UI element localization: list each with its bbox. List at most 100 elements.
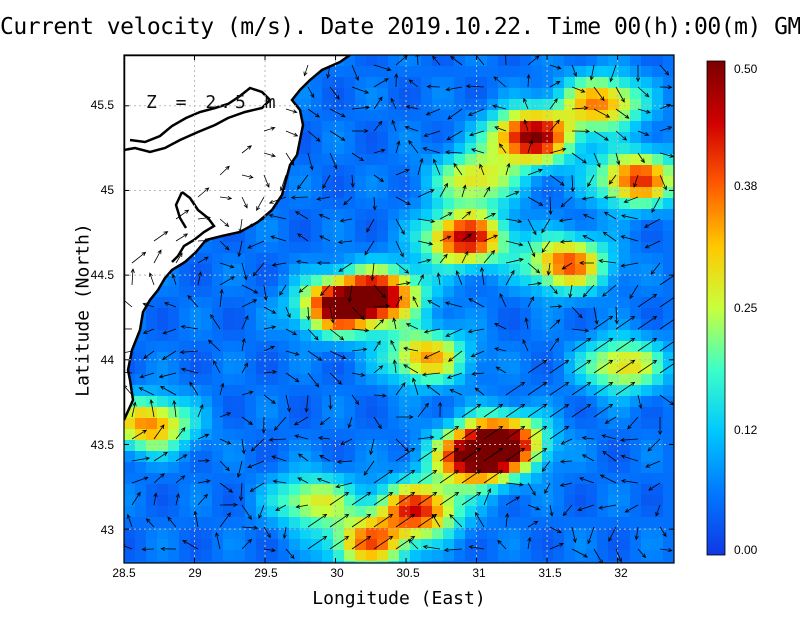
field-cell [487, 517, 499, 529]
field-cell [630, 341, 642, 353]
field-cell [641, 198, 653, 210]
field-cell [553, 253, 565, 265]
field-cell [443, 275, 455, 287]
velocity-arrow [153, 492, 158, 506]
field-cell [267, 484, 279, 496]
field-cell [135, 561, 147, 563]
velocity-arrow [153, 424, 165, 440]
field-cell [564, 407, 576, 419]
velocity-arrow [461, 403, 482, 418]
velocity-arrow [562, 504, 573, 517]
velocity-arrow [285, 328, 297, 336]
field-cell [190, 484, 202, 496]
field-cell [597, 550, 609, 562]
velocity-arrow [293, 416, 309, 426]
field-cell [531, 440, 543, 452]
velocity-arrow [316, 260, 330, 266]
velocity-arrow [273, 416, 287, 431]
velocity-arrow [272, 479, 287, 484]
field-cell [366, 253, 378, 265]
field-cell [146, 550, 158, 562]
field-cell [256, 363, 268, 375]
field-cell [630, 99, 642, 111]
field-cell [663, 484, 674, 496]
field-cell [410, 88, 422, 100]
field-cell [355, 550, 367, 562]
velocity-arrow [241, 299, 258, 308]
field-cell [531, 297, 543, 309]
field-cell [410, 132, 422, 144]
field-cell [597, 176, 609, 188]
field-cell [234, 308, 246, 320]
field-cell [355, 418, 367, 430]
field-cell [465, 407, 477, 419]
velocity-arrow [571, 306, 583, 319]
velocity-arrow [316, 477, 331, 484]
field-cell [454, 561, 466, 563]
field-cell [553, 352, 565, 364]
field-cell [630, 55, 642, 67]
velocity-arrow [577, 504, 595, 512]
field-cell [399, 385, 411, 397]
velocity-arrow [650, 262, 661, 275]
field-cell [355, 99, 367, 111]
field-cell [146, 539, 158, 551]
field-cell [146, 561, 158, 563]
field-cell [344, 264, 356, 276]
plot-frame [123, 54, 675, 564]
field-cell [322, 297, 334, 309]
field-cell [388, 297, 400, 309]
field-cell [157, 341, 169, 353]
field-cell [498, 198, 510, 210]
velocity-arrow [423, 130, 441, 137]
field-cell [421, 561, 433, 563]
field-cell [179, 473, 191, 485]
field-cell [553, 473, 565, 485]
field-cell [465, 264, 477, 276]
field-cell [300, 275, 312, 287]
field-cell [641, 154, 653, 166]
field-cell [641, 66, 653, 78]
field-cell [630, 77, 642, 89]
field-cell [388, 396, 400, 408]
field-cell [322, 319, 334, 331]
field-cell [443, 528, 455, 540]
field-cell [432, 143, 444, 155]
field-cell [630, 429, 642, 441]
field-cell [608, 143, 620, 155]
field-cell [432, 132, 444, 144]
field-cell [344, 363, 356, 375]
field-cell [597, 462, 609, 474]
velocity-arrow [162, 328, 177, 335]
field-cell [311, 99, 323, 111]
velocity-arrow [522, 339, 529, 352]
field-cell [377, 231, 389, 243]
velocity-arrow [467, 108, 485, 116]
velocity-arrow [615, 130, 628, 141]
colorbar [706, 60, 726, 556]
field-cell [531, 528, 543, 540]
field-cell [366, 77, 378, 89]
velocity-arrow [599, 474, 617, 484]
field-cell [223, 495, 235, 507]
field-cell [300, 374, 312, 386]
field-cell [465, 451, 477, 463]
field-cell [355, 517, 367, 529]
field-cell [575, 495, 587, 507]
field-cell [597, 451, 609, 463]
field-cell [311, 264, 323, 276]
field-cell [630, 385, 642, 397]
velocity-arrow [593, 130, 609, 141]
velocity-arrow [479, 163, 485, 176]
field-cell [212, 539, 224, 551]
field-cell [124, 440, 136, 452]
field-cell [509, 66, 521, 78]
field-cell [333, 462, 345, 474]
field-cell [333, 484, 345, 496]
field-cell [344, 352, 356, 364]
velocity-arrow [139, 372, 155, 379]
field-cell [399, 341, 411, 353]
field-cell [663, 528, 674, 540]
field-cell [223, 319, 235, 331]
field-cell [520, 407, 532, 419]
